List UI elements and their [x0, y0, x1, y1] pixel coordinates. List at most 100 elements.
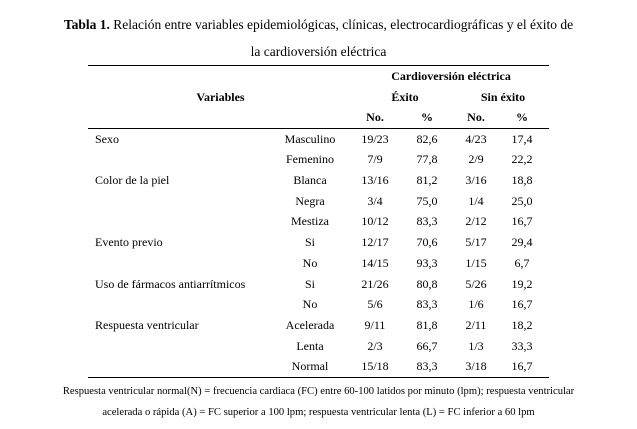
column-group-header: Cardioversión eléctrica — [391, 68, 511, 83]
sin-exito-pct-value: 17,4 — [511, 131, 533, 146]
table-row: No 14/15 93,3 1/15 6,7 — [88, 253, 549, 274]
sin-exito-no-value: 3/18 — [465, 359, 487, 374]
exito-no-value: 9/11 — [364, 318, 386, 333]
table-row: Sexo Masculino 19/23 82,6 4/23 17,4 — [88, 129, 549, 150]
cardioversion-results-table: Cardioversión eléctrica Variables Éxito … — [88, 65, 549, 378]
sin-exito-no-value: 5/17 — [465, 235, 487, 250]
variables-column-header: Variables — [196, 89, 245, 104]
exito-no-value: 13/16 — [361, 172, 389, 187]
sin-exito-no-value: 2/11 — [465, 318, 487, 333]
sin-exito-pct-value: 16,7 — [511, 297, 533, 312]
exito-no-value: 21/26 — [361, 276, 389, 291]
sin-exito-no-value: 1/15 — [465, 255, 487, 270]
exito-no-value: 10/12 — [361, 214, 389, 229]
sin-exito-no-value: 1/4 — [468, 193, 484, 208]
variable-subcategory: Si — [304, 276, 315, 291]
exito-pct-value: 70,6 — [416, 235, 438, 250]
variable-subcategory: No — [302, 255, 318, 270]
exito-no-value: 7/9 — [367, 152, 383, 167]
exito-no-value: 5/6 — [367, 297, 383, 312]
variable-category — [88, 191, 267, 212]
header-row-outcomes: Variables Éxito Sin éxito — [88, 87, 549, 108]
sin-exito-no-value: 4/23 — [465, 131, 487, 146]
sin-exito-no-value: 2/12 — [465, 214, 487, 229]
variable-subcategory: Negra — [295, 193, 325, 208]
table-title-line1: Tabla 1. Relación entre variables epidem… — [0, 11, 637, 38]
sin-exito-pct-header: % — [495, 107, 549, 129]
exito-pct-value: 75,0 — [416, 193, 438, 208]
table-row: Evento previo Si 12/17 70,6 5/17 29,4 — [88, 232, 549, 253]
exito-pct-value: 77,8 — [416, 152, 438, 167]
exito-pct-header: % — [397, 107, 457, 129]
table-row: Lenta 2/3 66,7 1/3 33,3 — [88, 336, 549, 357]
variable-category — [88, 212, 267, 233]
exito-no-value: 2/3 — [367, 338, 383, 353]
sin-exito-pct-value: 6,7 — [514, 255, 530, 270]
sin-exito-pct-value: 16,7 — [511, 359, 533, 374]
table-body: Sexo Masculino 19/23 82,6 4/23 17,4 Feme… — [88, 129, 549, 378]
sin-exito-pct-value: 16,7 — [511, 214, 533, 229]
sin-exito-no-value: 1/3 — [468, 338, 484, 353]
exito-no-value: 19/23 — [361, 131, 389, 146]
variable-subcategory: Femenino — [286, 152, 334, 167]
sin-exito-pct-value: 33,3 — [511, 338, 533, 353]
header-spacer — [88, 107, 353, 129]
variable-subcategory: Si — [304, 235, 315, 250]
variable-subcategory: Masculino — [284, 131, 336, 146]
sin-exito-pct-value: 29,4 — [511, 235, 533, 250]
exito-pct-value: 81,8 — [416, 318, 438, 333]
exito-column-header: Éxito — [391, 89, 419, 104]
sin-exito-pct-value: 18,8 — [511, 172, 533, 187]
exito-no-value: 15/18 — [361, 359, 389, 374]
table-number-label: Tabla 1. — [63, 17, 110, 32]
exito-no-value: 14/15 — [361, 255, 389, 270]
exito-pct-value: 81,2 — [416, 172, 438, 187]
exito-no-value: 12/17 — [361, 235, 389, 250]
sin-exito-pct-value: 25,0 — [511, 193, 533, 208]
variable-category — [88, 149, 267, 170]
sin-exito-column-header: Sin éxito — [480, 89, 526, 104]
footnote-line2: acelerada o rápida (A) = FC superior a 1… — [102, 407, 535, 418]
exito-pct-value: 83,3 — [416, 297, 438, 312]
variable-subcategory: No — [302, 297, 318, 312]
header-row-group: Cardioversión eléctrica — [88, 66, 549, 87]
variable-category — [88, 295, 267, 316]
table-title: Tabla 1. Relación entre variables epidem… — [0, 11, 637, 65]
variable-category — [88, 253, 267, 274]
variable-subcategory: Lenta — [296, 338, 324, 353]
table-row: Femenino 7/9 77,8 2/9 22,2 — [88, 149, 549, 170]
header-row-subcolumns: No. % No. % — [88, 107, 549, 129]
variable-category: Color de la piel — [95, 172, 170, 187]
exito-pct-value: 93,3 — [416, 255, 438, 270]
sin-exito-no-value: 3/16 — [465, 172, 487, 187]
header-spacer — [88, 66, 353, 87]
sin-exito-no-value: 1/6 — [468, 297, 484, 312]
table-header: Cardioversión eléctrica Variables Éxito … — [88, 66, 549, 129]
sin-exito-no-header: No. — [457, 107, 495, 129]
table-title-text: Relación entre variables epidemiológicas… — [113, 17, 574, 32]
table-footnote: Respuesta ventricular normal(N) = frecue… — [0, 381, 637, 423]
table-row: Normal 15/18 83,3 3/18 16,7 — [88, 357, 549, 378]
variable-category — [88, 336, 267, 357]
variable-subcategory: Blanca — [293, 172, 327, 187]
table-row: Respuesta ventricular Acelerada 9/11 81,… — [88, 315, 549, 336]
sin-exito-no-value: 2/9 — [468, 152, 484, 167]
variable-subcategory: Acelerada — [285, 318, 335, 333]
footnote-line1: Respuesta ventricular normal(N) = frecue… — [62, 386, 575, 397]
table-row: Negra 3/4 75,0 1/4 25,0 — [88, 191, 549, 212]
sin-exito-pct-value: 18,2 — [511, 318, 533, 333]
variable-category: Evento previo — [95, 235, 163, 250]
exito-no-header: No. — [353, 107, 397, 129]
exito-pct-value: 80,8 — [416, 276, 438, 291]
table-row: Mestiza 10/12 83,3 2/12 16,7 — [88, 212, 549, 233]
variable-category — [88, 357, 267, 378]
table-row: Color de la piel Blanca 13/16 81,2 3/16 … — [88, 170, 549, 191]
variable-category: Respuesta ventricular — [95, 318, 199, 333]
table-title-line2: la cardioversión eléctrica — [250, 44, 387, 59]
exito-pct-value: 66,7 — [416, 338, 438, 353]
table-row: Uso de fármacos antiarrítmicos Si 21/26 … — [88, 274, 549, 295]
variable-category: Uso de fármacos antiarrítmicos — [95, 276, 246, 291]
variable-subcategory: Normal — [291, 359, 329, 374]
exito-pct-value: 83,3 — [416, 359, 438, 374]
